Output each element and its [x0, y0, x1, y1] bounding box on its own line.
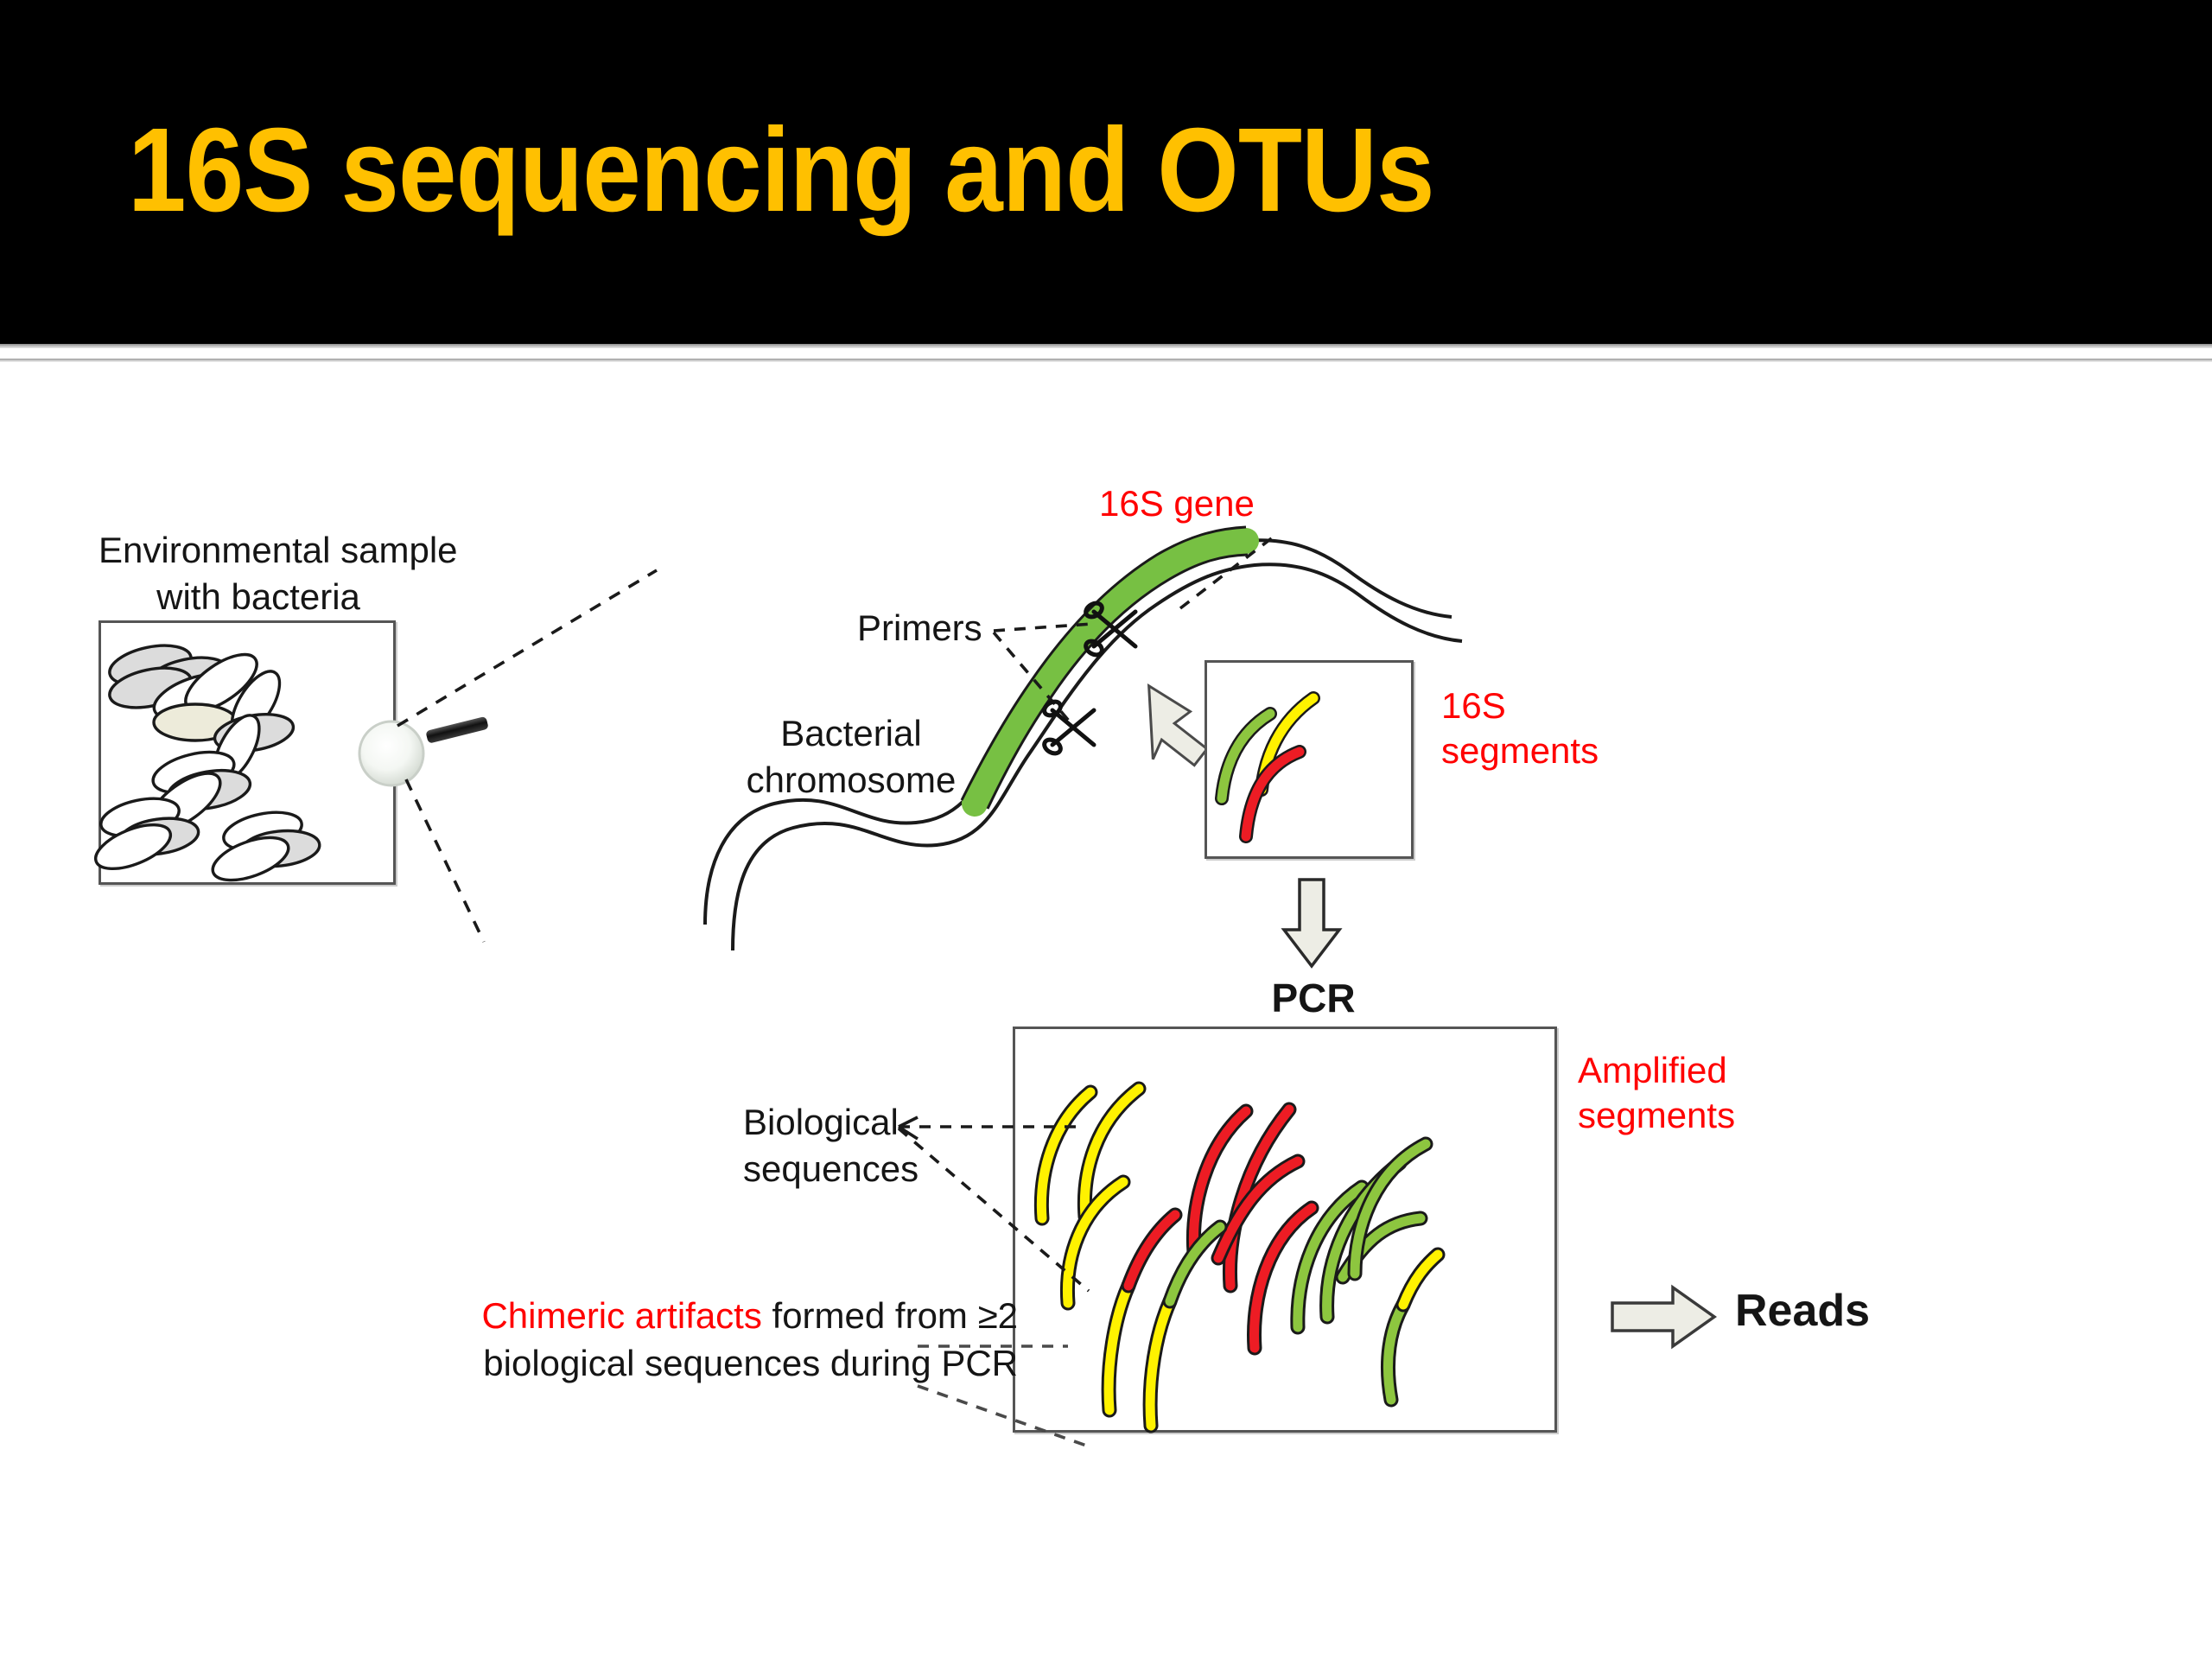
biological-sequences-label-line2: sequences: [743, 1148, 919, 1189]
bacteria-group: [93, 644, 321, 882]
block-arrow-right: [1611, 1284, 1718, 1350]
primers-label: Primers: [857, 607, 982, 648]
gene-16s-highlight: [962, 528, 1259, 817]
title-banner: [0, 0, 2212, 344]
biological-sequences-leader-lines: [897, 1116, 1090, 1293]
segments-16s-strands: [1215, 691, 1320, 843]
leader-line-upper: [397, 569, 658, 728]
magnifier-handle: [426, 716, 488, 743]
segments-16s-label-line2: segments: [1441, 730, 1599, 771]
page-title: 16S sequencing and OTUs: [128, 104, 1435, 237]
bacterium: [93, 823, 173, 871]
chimeric-leader-lower: [917, 1384, 1090, 1448]
gene-16s-outline-2: [986, 553, 1249, 810]
chimeric-caption-line2: biological sequences during PCR: [483, 1342, 1018, 1383]
gene-16s-label: 16S gene: [1099, 483, 1255, 524]
chimeric-leader-lines: [917, 1344, 1090, 1448]
bacterium: [211, 836, 290, 882]
primers-leader-lines: [992, 622, 1093, 728]
pcr-arrow: [1281, 878, 1343, 969]
environmental-sample-label-line1: Environmental sample: [99, 530, 458, 570]
chimeric-artifacts-caption: Chimeric artifacts formed from ≥2 biolog…: [430, 1293, 1018, 1387]
amplified-segments-label-line2: segments: [1578, 1095, 1736, 1135]
gene-16s-leader: [1179, 532, 1279, 610]
leader-line-lower: [404, 779, 486, 943]
banner-divider-lower: [0, 359, 2212, 362]
primer-leader-upper: [993, 622, 1093, 632]
block-arrow-down: [1281, 878, 1343, 969]
zoom-leader-lines: [397, 569, 658, 943]
amplified-segments-label-line1: Amplified: [1578, 1050, 1727, 1090]
block-arrow-diagonal: [1147, 683, 1210, 767]
bio-leader-lower: [897, 1127, 1090, 1293]
amplified-segments-strands: [1033, 1081, 1446, 1433]
reads-arrow: [1611, 1284, 1718, 1350]
gene-16s-outline: [960, 525, 1247, 801]
banner-divider-upper: [0, 344, 2212, 348]
chimeric-artifacts-rest: formed from ≥2: [761, 1295, 1018, 1336]
environmental-sample-label-line2: with bacteria: [156, 576, 360, 617]
reads-label: Reads: [1735, 1286, 1871, 1336]
biological-sequences-label-line1: Biological: [743, 1102, 899, 1142]
magnifier-icon: [358, 716, 488, 787]
magnifier-lens: [358, 720, 425, 787]
scissors-icon-lower: [1042, 699, 1096, 756]
bacterial-chromosome-label-line2: chromosome: [746, 760, 957, 800]
pcr-label: PCR: [1271, 976, 1356, 1020]
chimeric-caption-line1: Chimeric artifacts formed from ≥2: [430, 1293, 1018, 1340]
bacterial-chromosome-label-line1: Bacterial: [780, 713, 922, 753]
scissors-icon-upper: [1084, 601, 1138, 658]
chimeric-artifacts-emphasis: Chimeric artifacts: [481, 1295, 762, 1336]
cut-to-segments-arrow: [1147, 683, 1210, 767]
segments-16s-label-line1: 16S: [1441, 685, 1506, 726]
